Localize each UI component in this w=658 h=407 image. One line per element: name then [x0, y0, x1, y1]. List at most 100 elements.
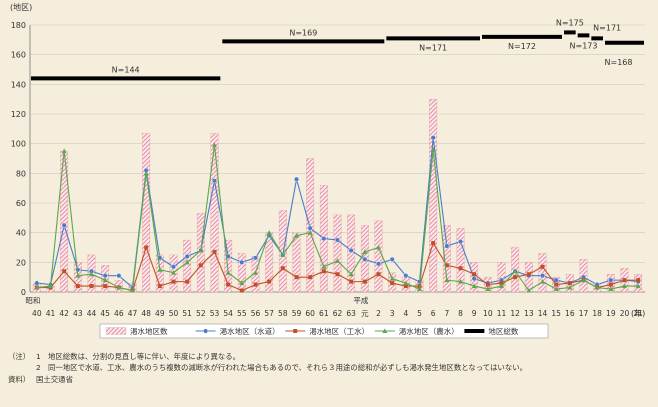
data-point — [144, 245, 149, 250]
data-point — [335, 258, 340, 263]
y-tick-label: 160 — [11, 51, 26, 60]
bar — [278, 210, 287, 293]
x-tick-label: 10 — [483, 309, 493, 318]
legend-label: 渇水地区（水道） — [220, 326, 280, 336]
data-point — [608, 282, 613, 287]
data-point — [239, 259, 245, 265]
data-point — [103, 284, 108, 289]
note-row-1: （注） 1 地区総数は、分割の見直し等に伴い、年度により異なる。 — [8, 351, 650, 362]
y-tick-label: 60 — [16, 199, 26, 208]
data-point — [348, 247, 354, 253]
legend-label: 渇水地区（工水） — [309, 326, 369, 336]
x-tick-label: 18 — [592, 309, 602, 318]
data-point — [540, 279, 545, 284]
bars — [32, 99, 643, 293]
data-point — [382, 328, 388, 333]
x-tick-label: 6 — [431, 309, 436, 318]
data-point — [203, 328, 209, 334]
data-point — [308, 275, 313, 280]
data-point — [307, 230, 313, 235]
data-point — [471, 276, 477, 282]
data-point — [608, 286, 614, 292]
bar — [142, 133, 151, 293]
x-tick-label: 47 — [128, 309, 138, 318]
data-point — [294, 176, 300, 182]
legend-label: 渇水地区（農水） — [399, 326, 459, 336]
data-point — [321, 264, 327, 269]
bar — [306, 158, 315, 293]
data-point — [171, 270, 176, 275]
bar — [333, 214, 342, 293]
data-point — [34, 284, 40, 290]
data-point — [198, 263, 203, 268]
data-point — [376, 244, 381, 250]
data-point — [116, 273, 122, 279]
data-point — [185, 279, 190, 284]
data-point — [266, 230, 272, 235]
data-point — [226, 282, 231, 287]
notes: （注） 1 地区総数は、分割の見直し等に伴い、年度により異なる。 2 同一地区で… — [8, 351, 650, 385]
data-point — [321, 236, 327, 242]
data-point — [622, 283, 627, 289]
data-point — [61, 222, 67, 228]
x-tick-label: 43 — [73, 309, 83, 318]
total-step-label: N=168 — [605, 58, 633, 67]
data-point — [431, 241, 436, 246]
bar — [538, 253, 547, 293]
x-tick-label: 56 — [251, 309, 261, 318]
x-tick-label: 4 — [403, 309, 408, 318]
data-point — [294, 275, 299, 280]
notes-label: （注） — [8, 352, 31, 361]
x-tick-label: 40 — [32, 309, 42, 318]
data-point — [403, 284, 408, 289]
total-steps: N=144 N=169 N=171 N=172 N=175 N=173 N=171 N=168 — [31, 18, 644, 81]
drought-chart: N=144 N=169 N=171 N=172 N=175 N=173 N=171 N=168… — [10, 2, 645, 339]
data-point — [526, 287, 532, 293]
data-point — [89, 271, 94, 277]
data-point — [444, 243, 450, 249]
bar — [456, 228, 465, 293]
data-point — [211, 178, 217, 184]
data-point — [116, 284, 122, 290]
y-tick-label: 180 — [11, 21, 26, 30]
data-point — [48, 283, 53, 289]
data-point — [171, 279, 176, 284]
x-tick-label: 42 — [59, 309, 69, 318]
data-point — [102, 273, 108, 279]
grid — [29, 24, 645, 293]
data-point — [239, 280, 245, 286]
x-tick-label: 14 — [538, 309, 548, 318]
y-tick-label: 20 — [16, 258, 26, 267]
data-point — [143, 170, 149, 176]
legend-label: 渇水地区数 — [130, 326, 168, 336]
data-point — [608, 277, 614, 283]
data-point — [253, 270, 258, 275]
y-tick-label: 40 — [16, 229, 26, 238]
data-point — [485, 286, 491, 292]
x-tick-label: 45 — [100, 309, 110, 318]
data-point — [212, 142, 217, 148]
x-tick-label: 62 — [333, 309, 343, 318]
data-point — [581, 277, 586, 283]
data-point — [349, 279, 354, 284]
data-point — [280, 252, 286, 257]
y-tick-label: 120 — [11, 110, 26, 119]
data-point — [294, 233, 299, 238]
x-tick-label: 9 — [472, 309, 477, 318]
note-row-2: 2 同一地区で水道、工水、農水のうち複数の減断水が行われた場合もあるので、それら… — [8, 362, 650, 373]
data-point — [554, 282, 559, 287]
data-point — [430, 135, 436, 141]
data-point — [253, 282, 258, 287]
x-tick-label: 50 — [169, 309, 179, 318]
total-step-label: N=171 — [593, 23, 621, 32]
x-tick-label: 7 — [444, 309, 449, 318]
data-point — [157, 267, 163, 272]
x-tick-label: 19 — [606, 309, 616, 318]
data-point — [198, 247, 204, 253]
source-label: 資料） — [8, 374, 31, 384]
data-point — [335, 272, 340, 277]
legend: 渇水地区数 渇水地区（水道） 渇水地区（工水） 渇水地区（農水） 地区総数 — [99, 323, 549, 339]
y-unit-label: (地区) — [10, 2, 32, 12]
legend-box — [99, 323, 549, 339]
data-point — [499, 281, 504, 286]
